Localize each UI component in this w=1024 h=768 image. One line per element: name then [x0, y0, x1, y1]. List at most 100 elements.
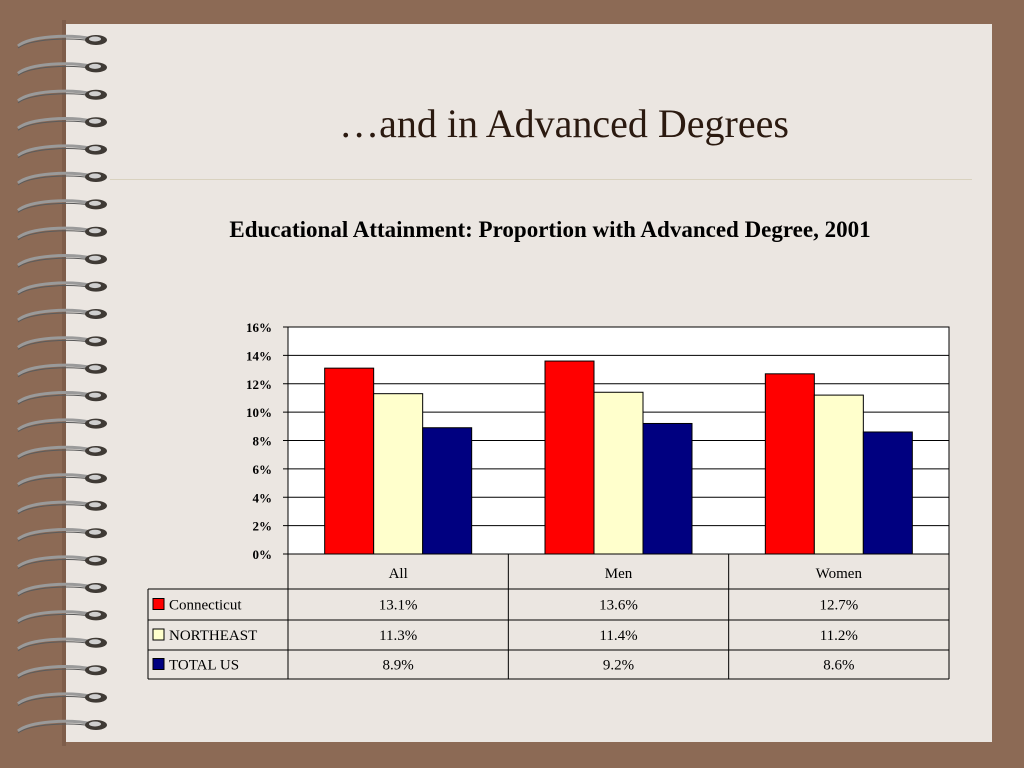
spiral-ring	[17, 254, 107, 268]
spiral-highlight	[89, 420, 101, 426]
spiral-ring	[17, 199, 107, 213]
spiral-wire	[17, 281, 93, 294]
spiral-highlight	[89, 611, 101, 617]
spiral-wire	[17, 363, 93, 377]
spiral-wire	[17, 637, 93, 651]
spiral-binding	[17, 34, 107, 734]
data-table-value: 8.6%	[823, 658, 854, 674]
bar	[422, 427, 473, 555]
spiral-ring	[17, 144, 107, 159]
spiral-highlight	[89, 666, 101, 672]
spiral-ring	[17, 281, 107, 296]
spiral-wire	[17, 199, 93, 212]
data-table-value: 11.4%	[599, 628, 637, 644]
spiral-wire	[17, 610, 93, 623]
spiral-highlight	[89, 255, 101, 261]
spiral-highlight	[89, 118, 101, 124]
spiral-highlight	[89, 639, 101, 645]
spiral-ring	[17, 555, 107, 570]
spiral-ring	[17, 89, 107, 104]
spiral-highlight	[89, 557, 101, 563]
bar	[813, 394, 864, 555]
spiral-highlight	[89, 63, 101, 69]
legend-label: Connecticut	[169, 598, 242, 614]
spiral-highlight	[89, 337, 101, 343]
spiral-ring	[17, 391, 107, 405]
spiral-ring	[17, 308, 107, 323]
spiral-ring	[17, 473, 107, 487]
spiral-wire	[17, 308, 93, 322]
spiral-ring	[17, 528, 107, 542]
data-table-value: 8.9%	[383, 658, 414, 674]
spiral-wire	[17, 336, 93, 349]
spiral-wire	[17, 719, 93, 733]
spiral-wire	[17, 528, 93, 541]
spiral-ring	[17, 418, 107, 433]
spiral-ring	[17, 637, 107, 652]
spiral-highlight	[89, 310, 101, 316]
spiral-highlight	[89, 392, 101, 398]
spiral-ring	[17, 226, 107, 241]
spiral-highlight	[89, 365, 101, 371]
y-tick-label: 8%	[253, 434, 273, 449]
spiral-ring	[17, 610, 107, 624]
bar	[862, 431, 913, 555]
y-tick-label: 10%	[246, 405, 272, 420]
bar	[544, 360, 595, 555]
spiral-highlight	[89, 447, 101, 453]
spiral-wire	[17, 89, 93, 103]
y-tick-label: 4%	[253, 490, 273, 505]
spiral-highlight	[89, 228, 101, 234]
spiral-wire	[17, 144, 93, 157]
spiral-wire	[17, 665, 93, 678]
y-tick-label: 2%	[253, 519, 273, 534]
spiral-wire	[17, 34, 93, 48]
y-tick-label: 0%	[253, 547, 273, 562]
y-tick-label: 6%	[253, 462, 273, 477]
bar	[764, 373, 815, 555]
spiral-wire	[17, 582, 93, 596]
bar	[642, 422, 693, 555]
legend-swatch	[152, 628, 165, 641]
spiral-ring	[17, 665, 107, 679]
spiral-highlight	[89, 694, 101, 700]
spiral-highlight	[89, 173, 101, 179]
spiral-highlight	[89, 146, 101, 152]
y-tick-label: 12%	[246, 377, 272, 392]
legend-label: TOTAL US	[169, 658, 239, 674]
bar	[593, 391, 644, 555]
x-category-label: Men	[605, 566, 633, 582]
spiral-highlight	[89, 502, 101, 508]
spiral-wire	[17, 500, 93, 514]
data-table-value: 9.2%	[603, 658, 634, 674]
spiral-wire	[17, 692, 93, 705]
title-divider	[110, 179, 972, 180]
y-tick-label: 14%	[246, 348, 272, 363]
spiral-ring	[17, 117, 107, 131]
spiral-ring	[17, 62, 107, 76]
data-table-value: 11.3%	[379, 628, 417, 644]
x-category-label: All	[389, 566, 408, 582]
spiral-highlight	[89, 36, 101, 42]
spiral-ring	[17, 445, 107, 460]
data-table-value: 12.7%	[819, 598, 858, 614]
legend-label: NORTHEAST	[169, 628, 257, 644]
y-tick-label: 16%	[246, 320, 272, 335]
bar	[373, 393, 424, 555]
spiral-ring	[17, 171, 107, 186]
spiral-ring	[17, 500, 107, 515]
spiral-ring	[17, 34, 107, 49]
spiral-wire	[17, 226, 93, 240]
spiral-highlight	[89, 91, 101, 97]
spiral-wire	[17, 418, 93, 431]
spiral-wire	[17, 473, 93, 486]
spiral-wire	[17, 391, 93, 404]
spiral-ring	[17, 582, 107, 597]
spiral-highlight	[89, 283, 101, 289]
bar	[324, 367, 375, 555]
spiral-wire	[17, 62, 93, 75]
data-table-value: 11.2%	[820, 628, 858, 644]
spiral-ring	[17, 692, 107, 707]
page-edge	[62, 20, 66, 746]
